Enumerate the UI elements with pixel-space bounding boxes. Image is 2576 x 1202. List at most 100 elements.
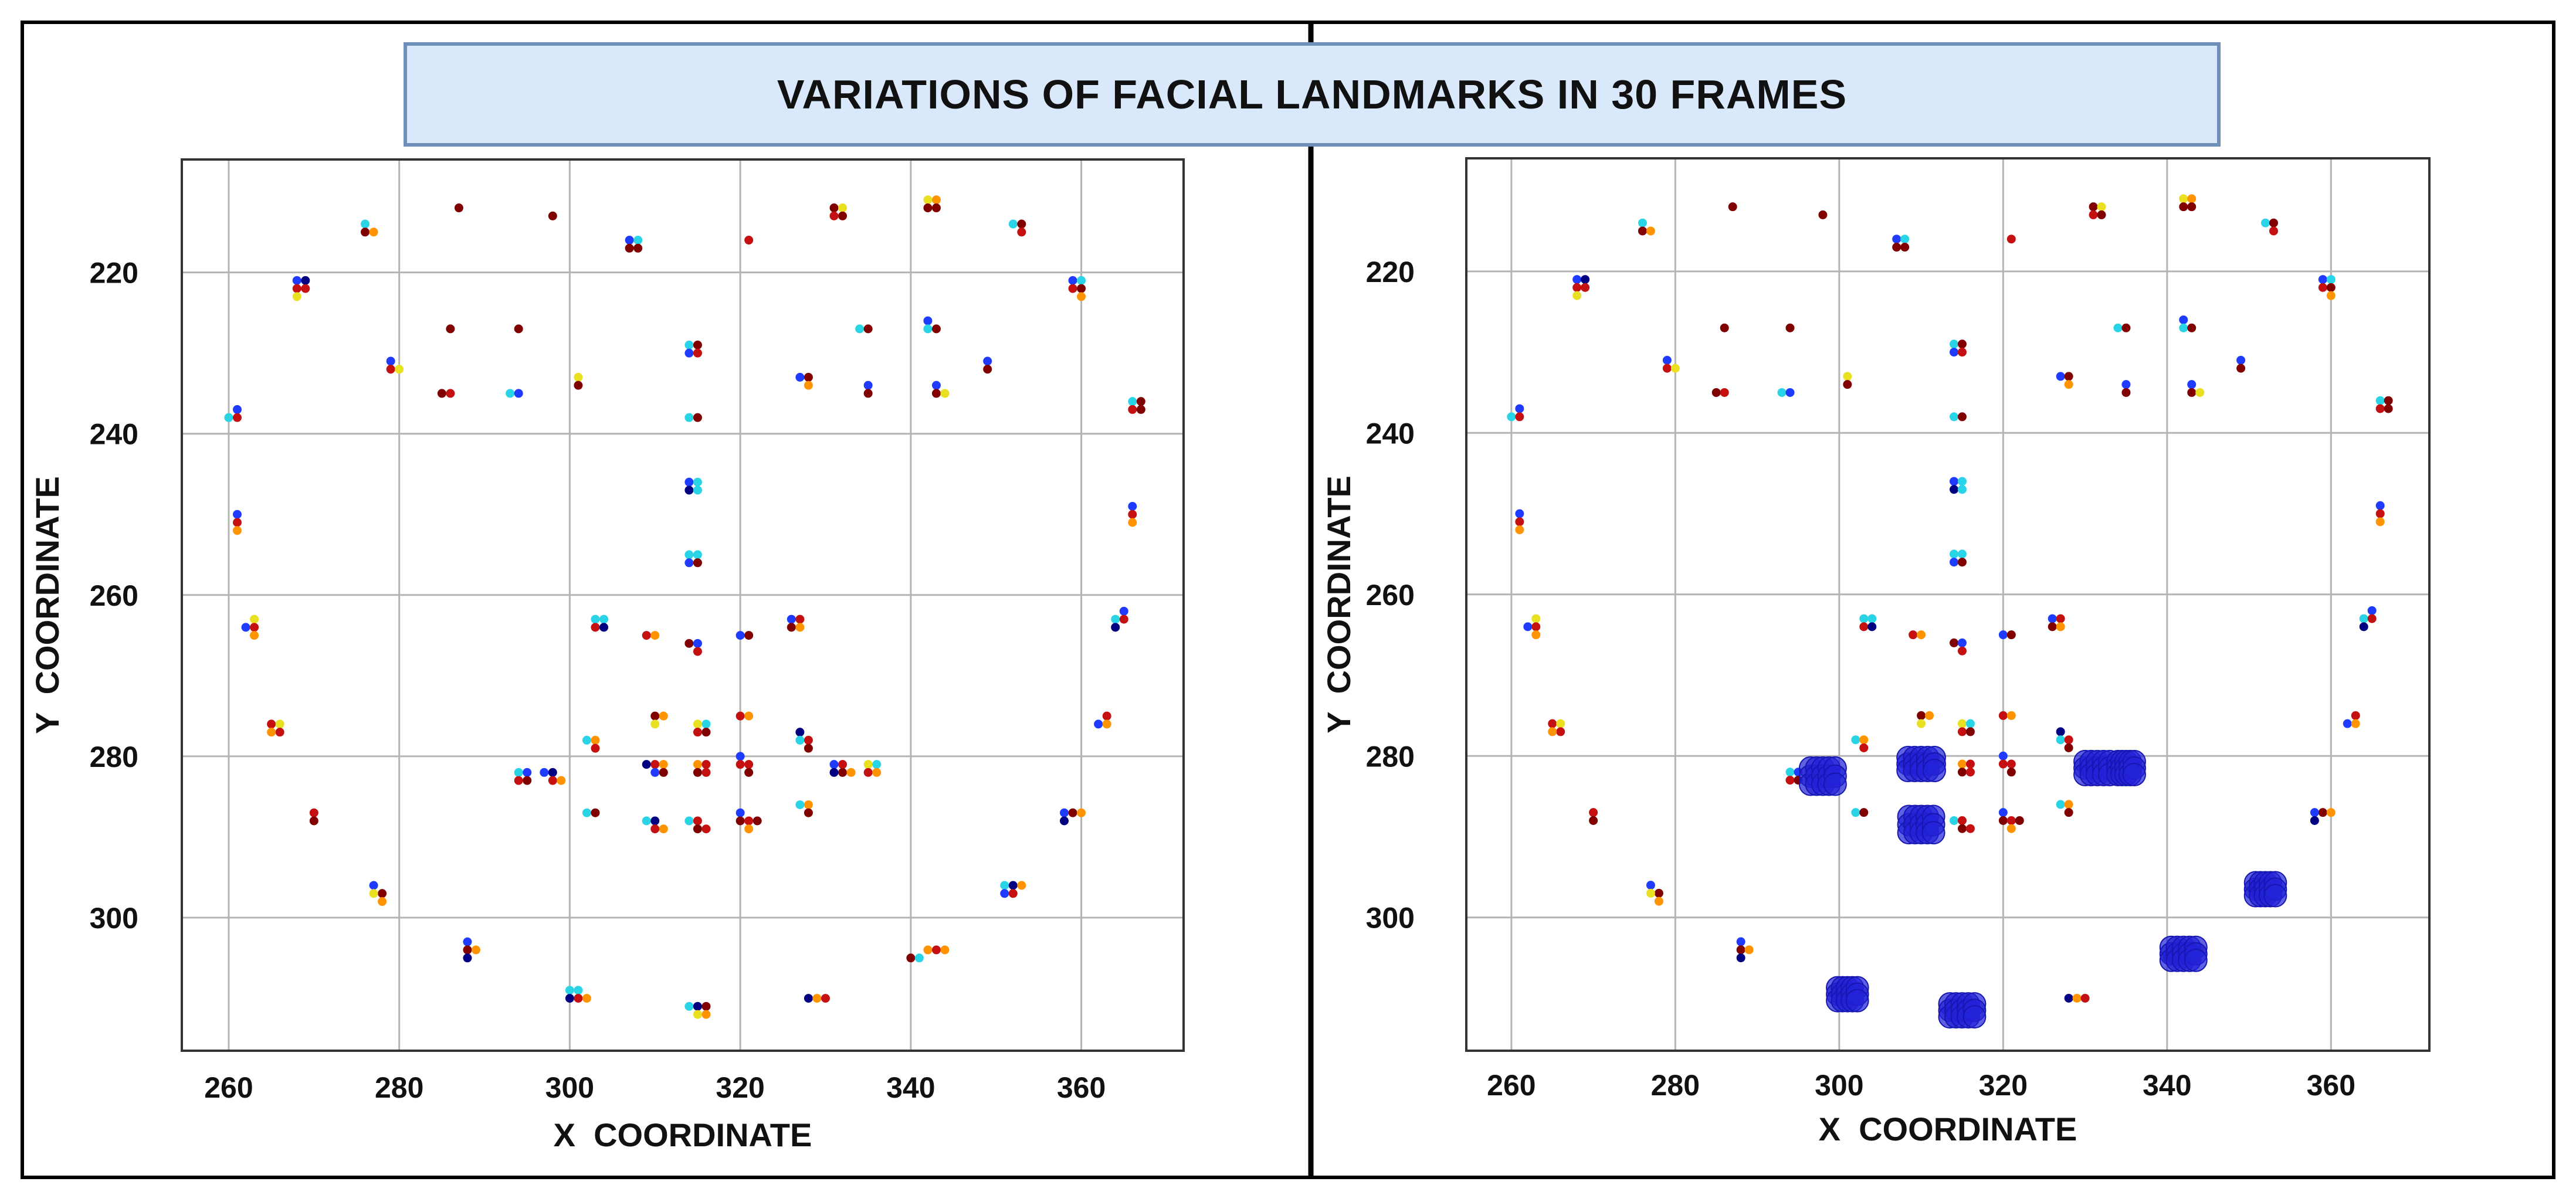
landmark-point: [923, 195, 933, 205]
landmark-point: [1662, 364, 1672, 373]
landmark-point: [2351, 719, 2360, 728]
landmark-point: [2121, 380, 2131, 389]
landmark-point: [1859, 743, 1869, 752]
landmark-point: [1720, 323, 1729, 332]
x-tick-label: 340: [2143, 1069, 2191, 1102]
highlighted-landmark: [1922, 759, 1946, 783]
landmark-point: [1949, 485, 1958, 494]
landmark-point: [1859, 808, 1869, 817]
landmark-point: [1957, 759, 1967, 769]
landmark-point: [2064, 380, 2073, 389]
landmark-point: [684, 485, 694, 495]
landmark-point: [463, 937, 472, 946]
landmark-point: [232, 510, 242, 519]
landmark-point: [1917, 719, 1926, 728]
landmark-point: [1957, 638, 1967, 647]
landmark-point: [735, 816, 745, 826]
landmark-point: [591, 808, 600, 817]
landmark-point: [446, 324, 455, 334]
landmark-point: [693, 639, 702, 648]
landmark-point: [1119, 606, 1128, 616]
y-tick-label: 260: [90, 579, 138, 612]
landmark-point: [1998, 630, 2008, 640]
landmark-point: [1925, 711, 1934, 720]
landmark-point: [523, 776, 532, 785]
landmark-point: [701, 824, 711, 834]
landmark-point: [1128, 510, 1137, 519]
plot-area-border: [181, 158, 1185, 1052]
landmark-point: [471, 945, 480, 955]
landmark-point: [2261, 218, 2270, 228]
landmark-point: [2121, 323, 2131, 332]
landmark-point: [1654, 888, 1663, 898]
landmark-point: [2195, 388, 2205, 397]
landmark-point: [693, 719, 702, 729]
landmark-point: [1646, 226, 1655, 236]
landmark-point: [1851, 808, 1860, 817]
landmark-point: [267, 719, 276, 729]
landmark-point: [701, 719, 711, 729]
landmark-point: [1859, 614, 1869, 623]
landmark-point: [1111, 623, 1120, 632]
landmark-point: [650, 631, 660, 640]
landmark-point: [1736, 945, 1745, 955]
landmark-point: [1068, 284, 1077, 293]
landmark-point: [2113, 323, 2123, 332]
landmark-point: [2179, 315, 2188, 324]
landmark-point: [1515, 404, 1524, 413]
landmark-point: [2006, 816, 2016, 825]
landmark-point: [923, 203, 933, 213]
landmark-point: [795, 800, 805, 809]
landmark-point: [2367, 606, 2377, 615]
landmark-point: [1949, 558, 1958, 567]
landmark-point: [744, 824, 754, 834]
landmark-point: [232, 405, 242, 414]
landmark-point: [1949, 549, 1958, 559]
landmark-point: [701, 728, 711, 737]
landmark-point: [753, 816, 762, 826]
landmark-point: [386, 365, 395, 374]
landmark-point: [301, 276, 310, 285]
landmark-point: [642, 816, 651, 826]
landmark-point: [2236, 364, 2246, 373]
landmark-point: [923, 945, 933, 955]
landmark-point: [1068, 808, 1077, 817]
landmark-point: [1843, 372, 1852, 381]
landmark-point: [241, 623, 250, 632]
landmark-point: [1957, 549, 1967, 559]
y-tick-label: 240: [90, 418, 138, 451]
landmark-point: [1128, 501, 1137, 511]
landmark-point: [931, 324, 941, 334]
landmark-point: [1957, 348, 1967, 357]
landmark-point: [292, 292, 301, 301]
landmark-point: [2179, 202, 2188, 212]
landmark-point: [1957, 727, 1967, 736]
landmark-point: [1957, 719, 1967, 728]
landmark-point: [574, 372, 583, 382]
figure-frame: [21, 21, 2555, 1179]
landmark-point: [684, 477, 694, 487]
landmark-point: [437, 389, 446, 398]
landmark-point: [684, 348, 694, 358]
landmark-point: [548, 211, 557, 220]
landmark-point: [2056, 622, 2065, 631]
landmark-point: [1957, 816, 1967, 825]
landmark-point: [923, 316, 933, 325]
x-tick-label: 280: [1651, 1069, 1700, 1102]
landmark-point: [369, 889, 378, 898]
landmark-point: [2015, 816, 2024, 825]
landmark-point: [1523, 622, 1533, 631]
landmark-point: [983, 356, 992, 366]
landmark-point: [659, 768, 668, 777]
landmark-point: [2056, 800, 2065, 809]
landmark-point: [1515, 509, 1524, 518]
landmark-point: [1507, 412, 1516, 422]
landmark-point: [2318, 808, 2327, 817]
landmark-point: [838, 760, 848, 769]
landmark-point: [684, 558, 694, 568]
x-tick-label: 320: [716, 1071, 764, 1104]
highlighted-landmark: [1845, 989, 1869, 1013]
right-scatter-panel: 260 280 300 320 340 360 220 240 260 280 300 X COORD…: [1320, 157, 2431, 1147]
landmark-point: [2064, 808, 2073, 817]
landmark-point: [804, 994, 813, 1003]
